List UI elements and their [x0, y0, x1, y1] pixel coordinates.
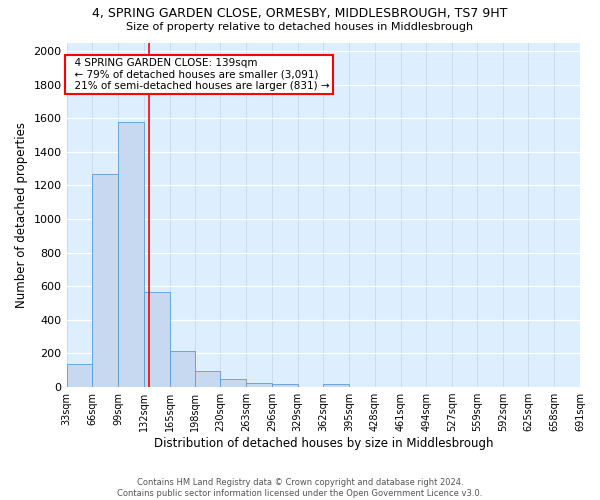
- Bar: [298, 386, 323, 387]
- Bar: [118, 122, 144, 387]
- Text: Contains HM Land Registry data © Crown copyright and database right 2024.
Contai: Contains HM Land Registry data © Crown c…: [118, 478, 482, 498]
- Bar: [272, 384, 298, 387]
- Bar: [220, 379, 246, 387]
- X-axis label: Distribution of detached houses by size in Middlesbrough: Distribution of detached houses by size …: [154, 437, 493, 450]
- Text: Size of property relative to detached houses in Middlesbrough: Size of property relative to detached ho…: [127, 22, 473, 32]
- Bar: [92, 174, 118, 387]
- Bar: [170, 351, 195, 387]
- Bar: [195, 371, 220, 387]
- Text: 4, SPRING GARDEN CLOSE, ORMESBY, MIDDLESBROUGH, TS7 9HT: 4, SPRING GARDEN CLOSE, ORMESBY, MIDDLES…: [92, 8, 508, 20]
- Text: 4 SPRING GARDEN CLOSE: 139sqm  
  ← 79% of detached houses are smaller (3,091)
 : 4 SPRING GARDEN CLOSE: 139sqm ← 79% of d…: [68, 58, 330, 91]
- Bar: [67, 364, 92, 387]
- Bar: [246, 384, 272, 387]
- Bar: [323, 384, 349, 387]
- Bar: [144, 292, 170, 387]
- Y-axis label: Number of detached properties: Number of detached properties: [15, 122, 28, 308]
